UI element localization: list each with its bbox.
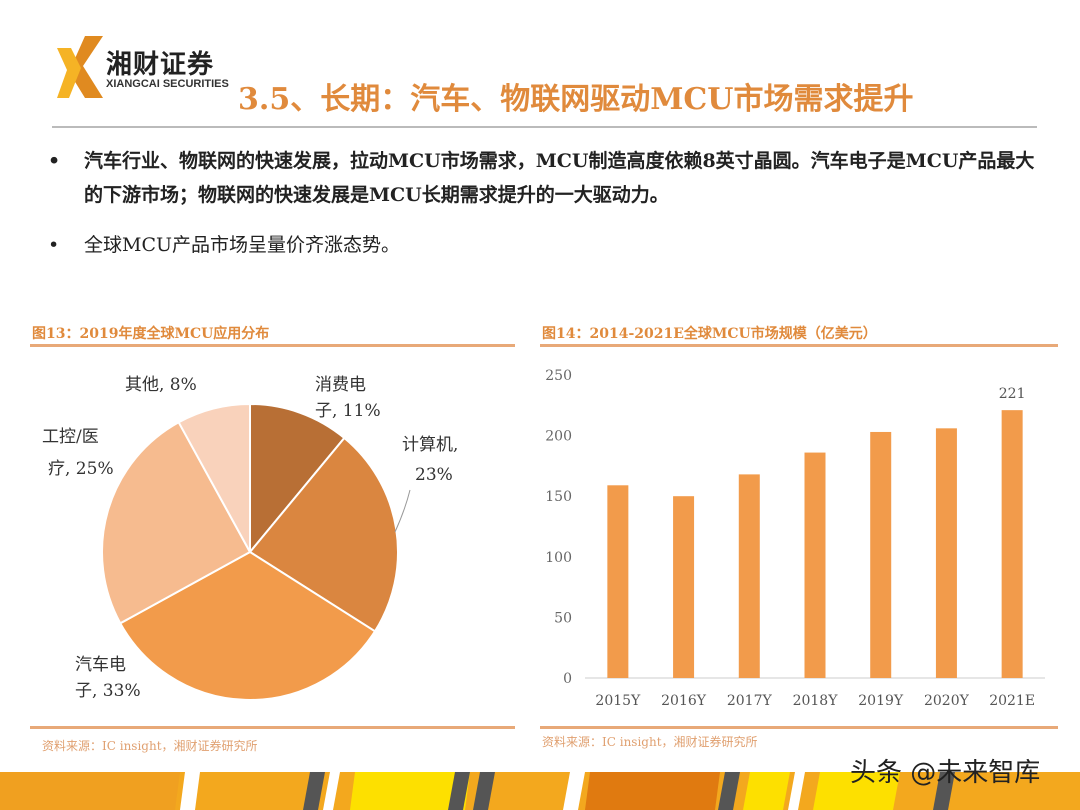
pie-label-1-line2: 23% <box>415 465 453 485</box>
x-tick-label: 2017Y <box>727 693 773 709</box>
bar-2020Y <box>935 428 957 678</box>
fig13-bottom-rule <box>30 726 515 729</box>
x-tick-label: 2019Y <box>858 693 904 709</box>
pie-label-3: 工控/医 <box>42 427 99 447</box>
pie-slice-3 <box>101 420 252 625</box>
pie-label-3-line2: 疗, 25% <box>48 459 114 479</box>
bullet-text: 汽车行业、物联网的快速发展，拉动MCU市场需求，MCU制造高度依赖8英寸晶圆。汽… <box>84 150 1035 206</box>
x-tick-label: 2018Y <box>793 693 839 709</box>
pie-label-2-line2: 子, 33% <box>75 681 141 701</box>
bar-2021E <box>1001 410 1023 678</box>
pie-slice-4 <box>177 402 251 553</box>
y-tick-label: 250 <box>545 368 572 384</box>
y-tick-label: 50 <box>554 610 572 626</box>
bullet-dot: • <box>48 150 61 172</box>
leader-line <box>394 489 411 533</box>
page-title: 3.5、长期：汽车、物联网驱动MCU市场需求提升 <box>238 82 914 117</box>
x-tick-label: 2016Y <box>661 693 707 709</box>
bullet-2: • 全球MCU产品市场呈量价齐涨态势。 <box>48 228 1048 262</box>
watermark: 头条 @未来智库 <box>850 758 1041 788</box>
bullet-1: • 汽车行业、物联网的快速发展，拉动MCU市场需求，MCU制造高度依赖8英寸晶圆。… <box>48 144 1048 212</box>
pie-label-1: 计算机, <box>402 435 458 455</box>
pie-slice-0 <box>249 402 346 555</box>
fig13-title: 图13：2019年度全球MCU应用分布 <box>32 326 270 342</box>
logo-mark-icon <box>57 36 103 98</box>
fig13-source: 资料来源：IC insight，湘财证券研究所 <box>42 739 258 753</box>
footer-stripes <box>0 772 1080 810</box>
bullet-dot: • <box>48 234 60 256</box>
bar-2018Y <box>804 452 826 678</box>
fig13-rule <box>30 344 515 347</box>
bar-2019Y <box>870 431 892 678</box>
bar-chart: 0 50 100 150 200 250 2015Y 2016Y 2017Y 2018Y 2019Y… <box>545 368 1045 709</box>
bar-2017Y <box>738 474 760 678</box>
x-tick-label: 2020Y <box>924 693 970 709</box>
pie-label-0-line2: 子, 11% <box>315 401 381 421</box>
title-divider <box>52 126 1037 128</box>
logo-name: 湘财证券 <box>106 50 215 80</box>
y-tick-label: 150 <box>545 489 572 505</box>
logo-subtitle: XIANGCAI SECURITIES <box>106 78 229 90</box>
y-tick-label: 0 <box>563 671 572 687</box>
pie-label-4: 其他, 8% <box>125 375 197 395</box>
data-label: 221 <box>999 386 1026 402</box>
bar-2016Y <box>673 496 695 678</box>
pie-label-2: 汽车电 <box>75 655 126 675</box>
x-tick-label: 2021E <box>989 693 1035 709</box>
y-tick-label: 200 <box>545 429 572 445</box>
pie-label-0: 消费电 <box>315 375 366 395</box>
y-tick-label: 100 <box>545 550 572 566</box>
fig14-source: 资料来源：IC insight，湘财证券研究所 <box>542 735 758 749</box>
x-tick-label: 2015Y <box>595 693 641 709</box>
fig14-bottom-rule <box>540 726 1058 729</box>
fig14-title: 图14：2014-2021E全球MCU市场规模（亿美元） <box>542 326 877 342</box>
bar-2015Y <box>607 485 629 678</box>
bullet-text: 全球MCU产品市场呈量价齐涨态势。 <box>84 234 401 256</box>
fig14-rule <box>540 344 1058 347</box>
